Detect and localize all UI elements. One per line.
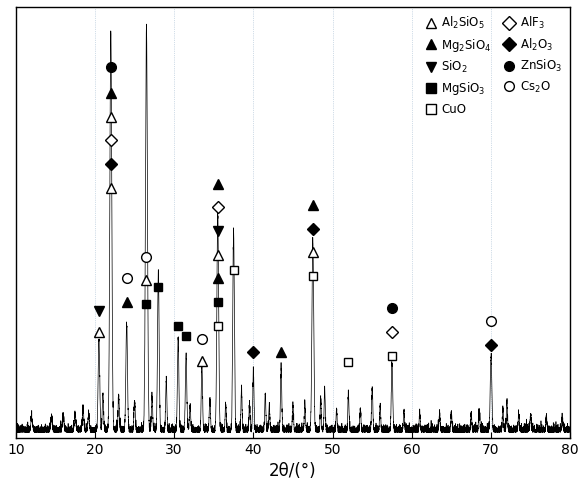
Legend: Al$_2$SiO$_5$, Mg$_2$SiO$_4$, SiO$_2$, MgSiO$_3$, CuO, AlF$_3$, Al$_2$O$_3$, ZnS: Al$_2$SiO$_5$, Mg$_2$SiO$_4$, SiO$_2$, M… [420, 11, 567, 120]
X-axis label: 2θ/(°): 2θ/(°) [269, 462, 317, 480]
